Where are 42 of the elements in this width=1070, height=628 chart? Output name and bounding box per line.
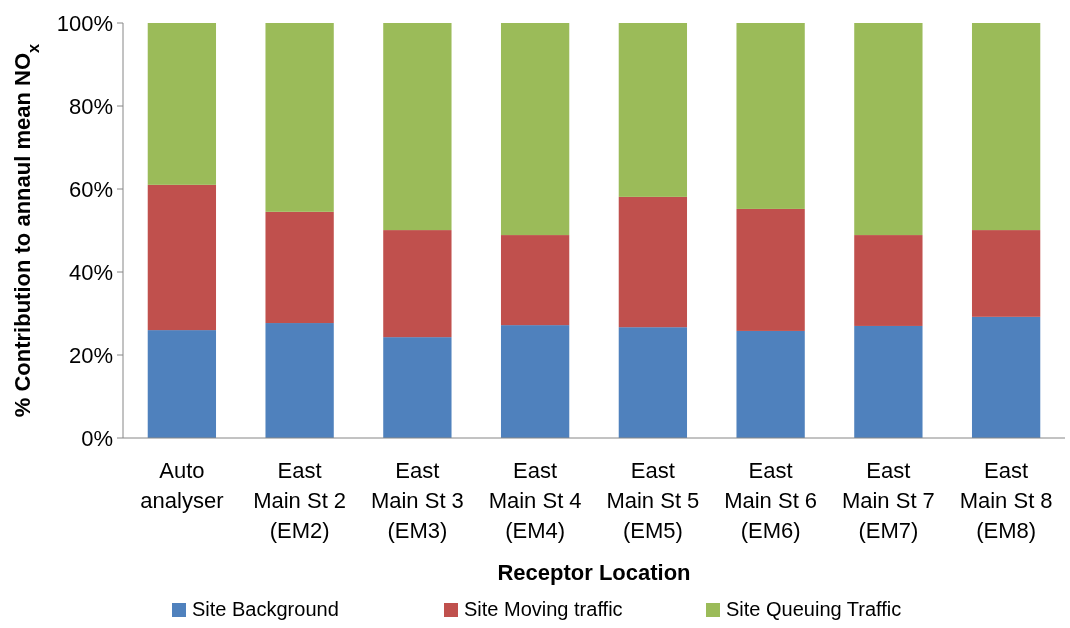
bar — [971, 230, 1041, 317]
bar — [854, 23, 923, 236]
bar — [265, 323, 334, 438]
x-tick-label: East Main St 8 (EM8) — [959, 458, 1053, 543]
x-tick-label: Auto analyser — [140, 458, 224, 513]
bar — [971, 23, 1041, 231]
bar — [618, 327, 688, 438]
bar — [500, 235, 570, 326]
bar — [736, 330, 805, 438]
x-tick-label: East Main St 4 (EM4) — [488, 458, 582, 543]
y-tick-label: 80% — [68, 93, 113, 119]
bar — [383, 337, 452, 438]
bar — [147, 23, 217, 185]
bar — [265, 23, 334, 212]
legend-label: Site Background — [192, 598, 339, 620]
y-tick-label: 60% — [68, 176, 113, 202]
x-tick-label: East Main St 5 (EM5) — [606, 458, 700, 543]
bar — [147, 330, 217, 438]
bar — [500, 325, 570, 438]
x-tick-label: East Main St 7 (EM7) — [841, 458, 935, 543]
x-tick-label: East Main St 2 (EM2) — [253, 458, 347, 543]
bar — [736, 23, 805, 209]
bar — [971, 316, 1041, 438]
legend-label: Site Moving traffic — [464, 598, 623, 620]
bar — [618, 196, 688, 328]
bar — [736, 208, 805, 331]
bar — [618, 23, 688, 197]
bar — [147, 184, 217, 331]
y-tick-label: 100% — [56, 10, 113, 36]
bar — [854, 235, 923, 326]
y-tick-label: 40% — [68, 259, 113, 285]
bar — [383, 230, 452, 338]
bar — [500, 23, 570, 236]
x-tick-label: East Main St 6 (EM6) — [724, 458, 818, 543]
y-tick-label: 20% — [68, 342, 113, 368]
x-tick-label: East Main St 3 (EM3) — [370, 458, 464, 543]
bar — [854, 325, 923, 438]
bar — [265, 211, 334, 324]
legend-label: Site Queuing Traffic — [726, 598, 902, 620]
x-axis-title: Receptor Location — [497, 560, 691, 585]
bar — [383, 23, 452, 231]
y-tick-label: 0% — [81, 425, 113, 451]
